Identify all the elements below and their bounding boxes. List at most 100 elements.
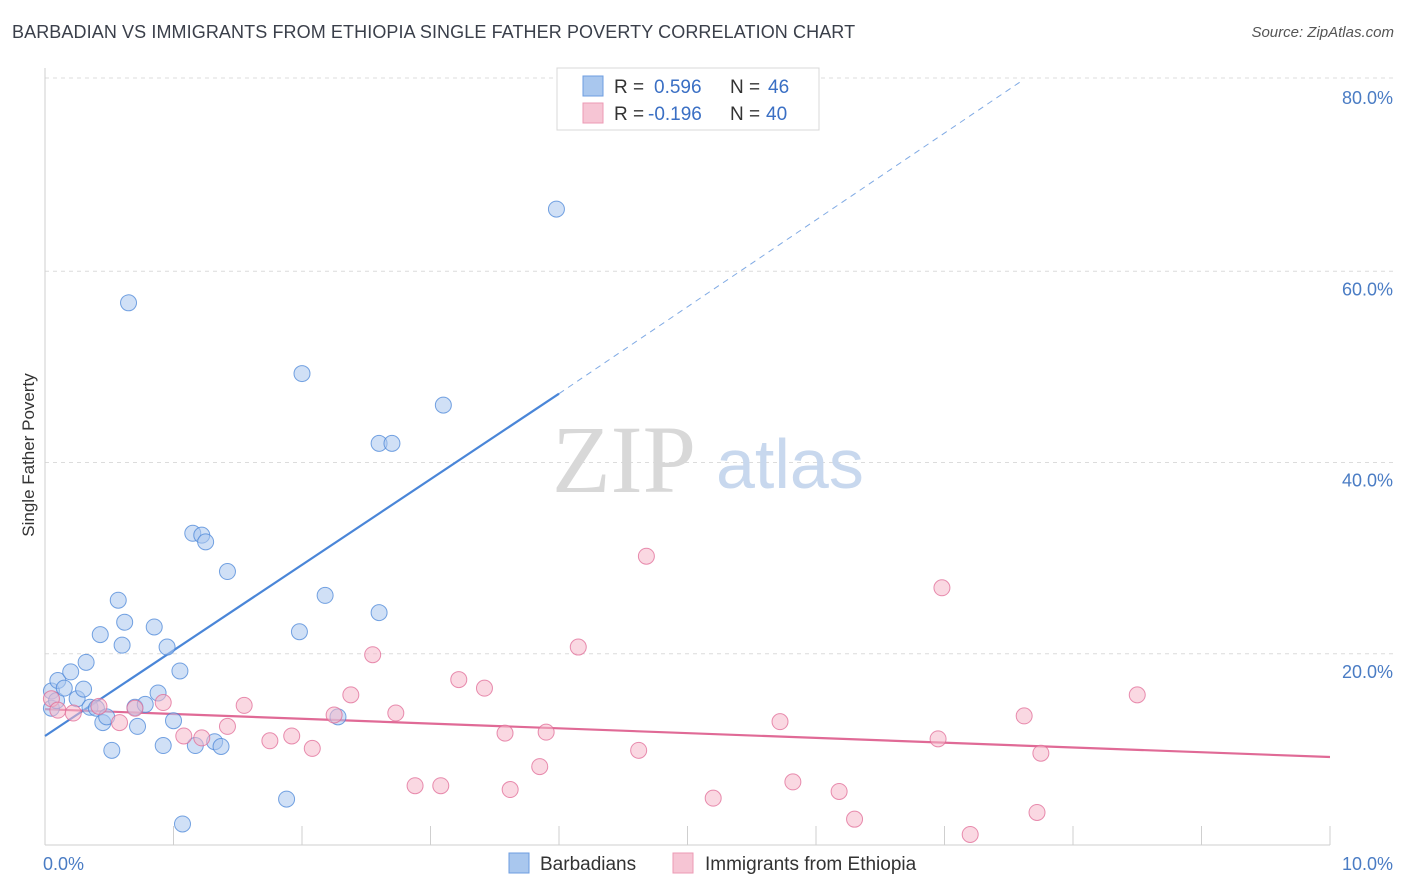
ethiopia-point <box>406 777 424 795</box>
bottom-legend-ethiopia: Immigrants from Ethiopia <box>705 854 917 875</box>
ethiopia-point <box>450 671 468 689</box>
ethiopia-point <box>364 646 382 664</box>
barbadians-point <box>171 662 189 680</box>
ethiopia-point <box>90 697 108 715</box>
barbadians-point <box>547 200 565 218</box>
barbadians-point <box>116 613 134 631</box>
barbadians-point <box>91 626 109 644</box>
ethiopia-point <box>126 699 144 717</box>
ethiopia-point <box>175 727 193 745</box>
watermark-zip: ZIP <box>552 406 696 513</box>
legend-box: R = 0.596 N = 46 R = -0.196 N = 40 <box>556 67 820 131</box>
ethiopia-point <box>387 704 405 722</box>
ethiopia-point <box>704 789 722 807</box>
legend-r-value-2: -0.196 <box>648 104 702 125</box>
legend-r-label-2: R = <box>614 104 644 125</box>
barbadians-point <box>77 653 95 671</box>
watermark-atlas: atlas <box>716 425 864 503</box>
ethiopia-point <box>111 714 129 732</box>
barbadians-point <box>218 563 236 581</box>
barbadians-point <box>55 679 73 697</box>
ethiopia-point <box>784 773 802 791</box>
ethiopia-point <box>569 638 587 656</box>
ethiopia-point <box>929 730 947 748</box>
ethiopia-point <box>64 704 82 722</box>
y-tick-label: 20.0% <box>1342 662 1393 682</box>
ethiopia-point <box>830 782 848 800</box>
axes <box>44 68 1331 846</box>
source-attribution: Source: ZipAtlas.com <box>1251 24 1394 41</box>
barbadians-point <box>197 533 215 551</box>
chart-title: BARBADIAN VS IMMIGRANTS FROM ETHIOPIA SI… <box>12 22 856 42</box>
ethiopia-point <box>501 781 519 799</box>
barbadians-point <box>154 737 172 755</box>
ethiopia-point <box>325 706 343 724</box>
barbadians-point <box>120 294 138 312</box>
barbadians-trend-extension <box>558 80 1022 395</box>
ethiopia-point <box>193 729 211 747</box>
y-axis-label: Single Father Poverty <box>19 373 38 537</box>
barbadians-point <box>158 638 176 656</box>
legend-swatch-barbadians <box>582 75 604 97</box>
barbadians-trend-line <box>44 392 560 737</box>
legend-n-value-2: 40 <box>766 104 787 125</box>
barbadians-point <box>173 815 191 833</box>
barbadians-point <box>109 591 127 609</box>
x-tick-label: 10.0% <box>1342 854 1393 874</box>
ethiopia-point <box>496 724 514 742</box>
barbadians-point <box>62 663 80 681</box>
barbadians-point <box>290 623 308 641</box>
legend-swatch-ethiopia <box>582 102 604 124</box>
ethiopia-point <box>1128 686 1146 704</box>
legend-r-value-1: 0.596 <box>654 77 702 98</box>
watermark: ZIP atlas <box>552 406 864 513</box>
ethiopia-point <box>342 686 360 704</box>
ethiopia-point <box>218 717 236 735</box>
barbadians-point <box>316 586 334 604</box>
ethiopia-point <box>235 696 253 714</box>
ethiopia-point <box>637 547 655 565</box>
bottom-legend: Barbadians Immigrants from Ethiopia <box>508 852 917 875</box>
x-tick-label: 0.0% <box>43 854 84 874</box>
ethiopia-point <box>531 758 549 776</box>
grid-lines <box>45 77 1395 655</box>
barbadians-point <box>434 396 452 414</box>
ethiopia-trend-line <box>44 708 1331 759</box>
barbadians-point <box>370 604 388 622</box>
ethiopia-point <box>933 579 951 597</box>
x-tick-labels: 0.0% 10.0% <box>43 854 1393 874</box>
ethiopia-point <box>283 727 301 745</box>
barbadians-point <box>383 434 401 452</box>
barbadians-point <box>75 680 93 698</box>
barbadians-point <box>165 712 182 730</box>
ethiopia-point <box>1028 803 1046 821</box>
ethiopia-point <box>154 694 172 712</box>
bottom-legend-swatch-ethiopia <box>672 852 694 874</box>
barbadians-point <box>293 365 311 383</box>
bottom-legend-barbadians: Barbadians <box>540 854 636 875</box>
bottom-legend-swatch-barbadians <box>508 852 530 874</box>
barbadians-point <box>103 741 121 759</box>
barbadians-point <box>113 636 131 654</box>
y-tick-labels: 20.0% 40.0% 60.0% 80.0% <box>1342 88 1393 682</box>
legend-n-label-1: N = <box>730 77 760 98</box>
barbadians-point <box>145 618 163 636</box>
legend-r-label-1: R = <box>614 77 644 98</box>
ethiopia-point <box>1032 744 1050 762</box>
ethiopia-point <box>630 741 648 759</box>
trend-lines <box>44 80 1331 759</box>
ethiopia-point <box>261 732 279 750</box>
barbadians-point <box>212 738 230 756</box>
data-points <box>42 200 1146 843</box>
barbadians-point <box>278 790 296 808</box>
y-tick-label: 40.0% <box>1342 471 1393 491</box>
ethiopia-point <box>537 723 555 741</box>
ethiopia-point <box>432 777 450 795</box>
legend-n-label-2: N = <box>730 104 760 125</box>
ethiopia-point <box>303 739 321 757</box>
legend-n-value-1: 46 <box>768 77 789 98</box>
ethiopia-point <box>475 679 493 697</box>
ethiopia-point <box>961 825 979 843</box>
ethiopia-point <box>49 701 67 719</box>
